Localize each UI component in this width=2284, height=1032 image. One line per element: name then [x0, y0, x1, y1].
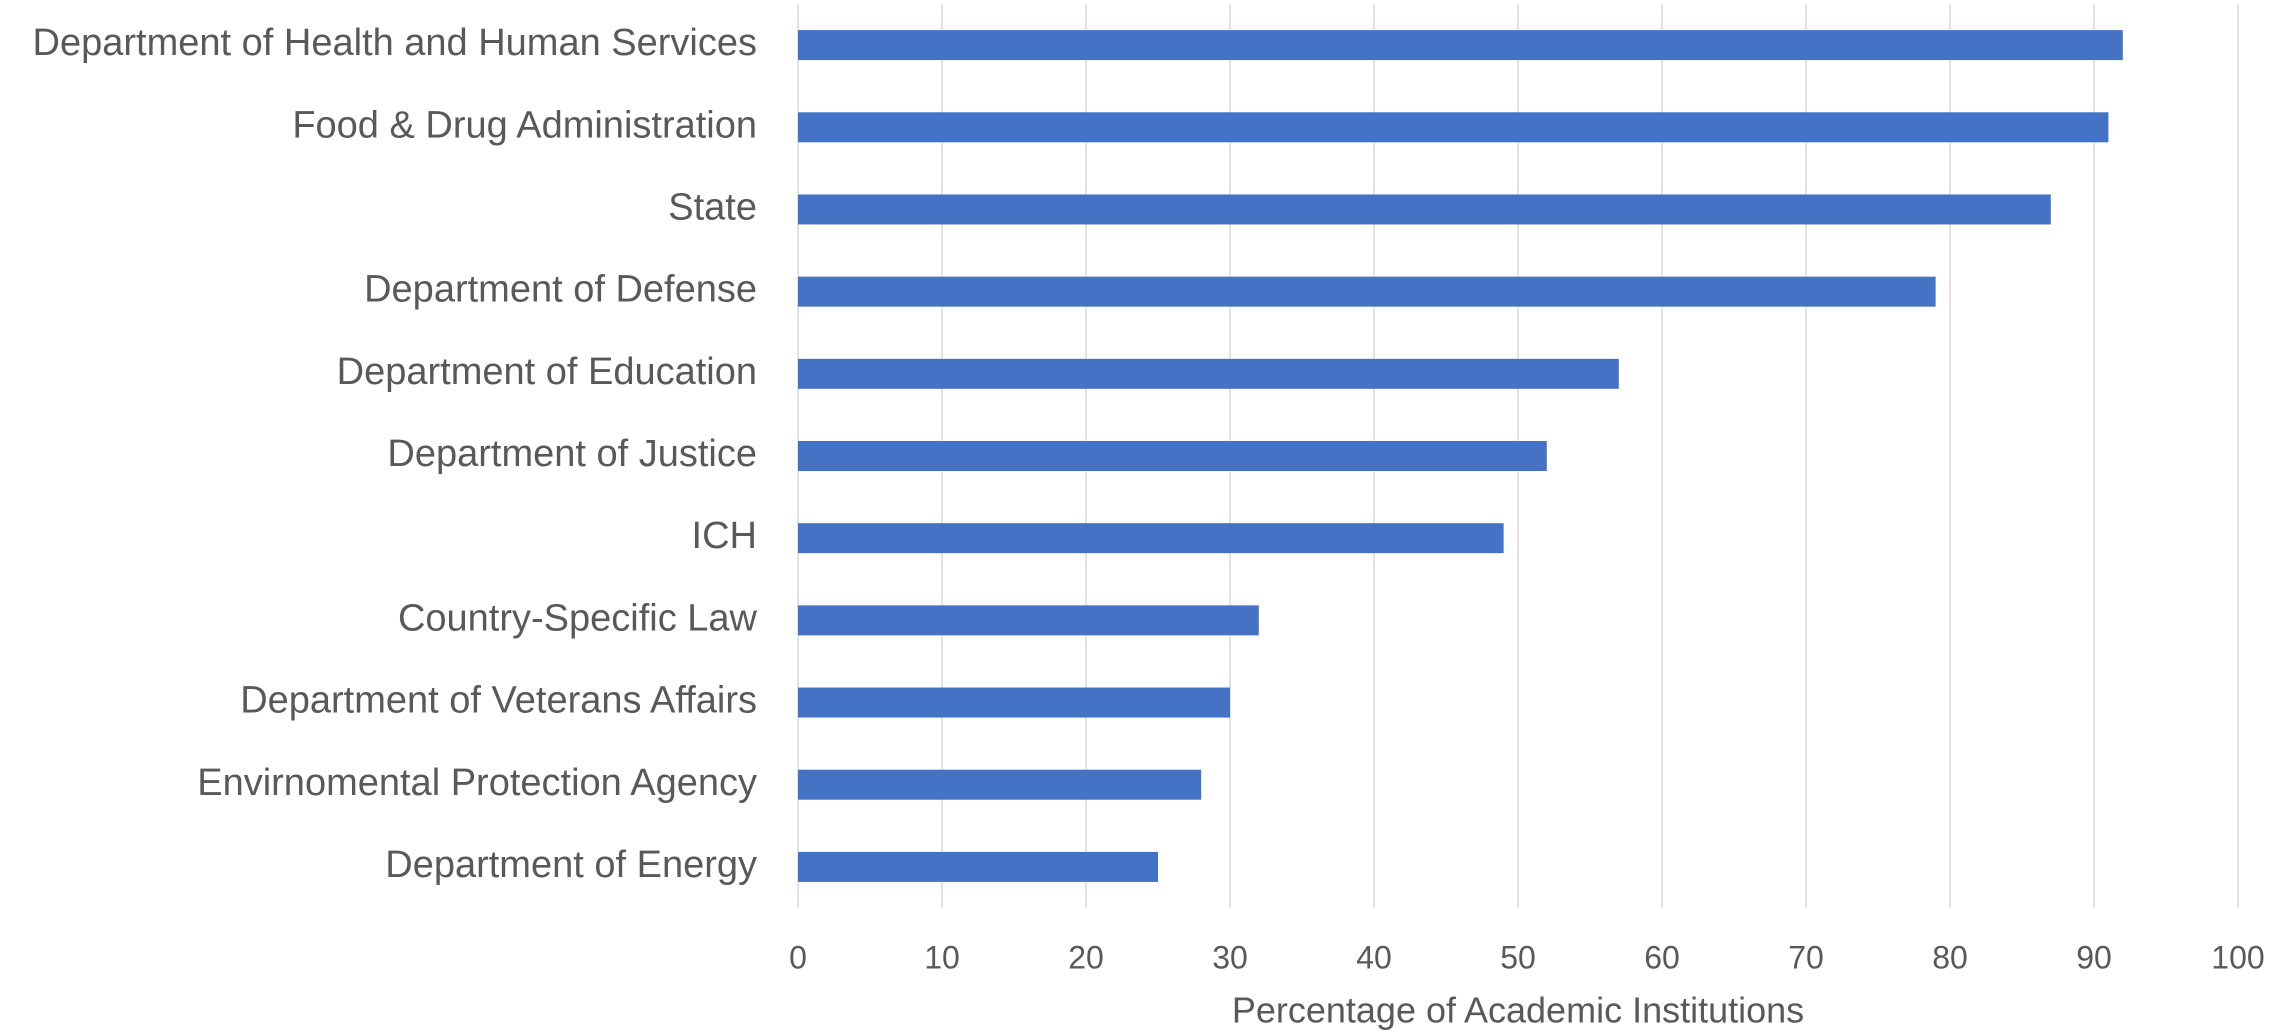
y-tick-label: Food & Drug Administration: [292, 104, 757, 146]
x-tick-label: 80: [1932, 939, 1968, 975]
x-tick-label: 20: [1068, 939, 1104, 975]
y-tick-label: Department of Veterans Affairs: [240, 680, 757, 722]
x-axis-title: Percentage of Academic Institutions: [1232, 990, 1804, 1031]
y-tick-label: Department of Education: [337, 351, 757, 393]
y-tick-label: State: [668, 186, 757, 228]
y-tick-label: Country-Specific Law: [398, 597, 758, 639]
bar: [798, 851, 1158, 882]
x-tick-label: 90: [2076, 939, 2112, 975]
x-tick-label: 100: [2211, 939, 2264, 975]
x-tick-label: 70: [1788, 939, 1824, 975]
y-tick-label: Department of Justice: [387, 433, 757, 475]
bar: [798, 441, 1547, 471]
bar: [798, 30, 2123, 61]
x-tick-label: 10: [924, 939, 960, 975]
bar: [798, 358, 1619, 389]
y-tick-label: Department of Energy: [385, 844, 757, 886]
y-tick-label: Department of Health and Human Services: [33, 22, 757, 64]
bar: [798, 112, 2109, 143]
bar: [798, 605, 1259, 636]
bar: [798, 769, 1202, 800]
y-tick-label: ICH: [692, 515, 757, 557]
bar: [798, 523, 1504, 554]
bar: [798, 194, 2051, 225]
bar: [798, 276, 1936, 307]
x-tick-label: 50: [1500, 939, 1536, 975]
x-tick-label: 30: [1212, 939, 1248, 975]
x-tick-label: 60: [1644, 939, 1680, 975]
x-tick-label: 0: [789, 939, 807, 975]
y-tick-label: Department of Defense: [364, 269, 757, 311]
y-tick-label: Envirnomental Protection Agency: [197, 762, 757, 804]
bar: [798, 687, 1230, 718]
x-tick-label: 40: [1356, 939, 1392, 975]
